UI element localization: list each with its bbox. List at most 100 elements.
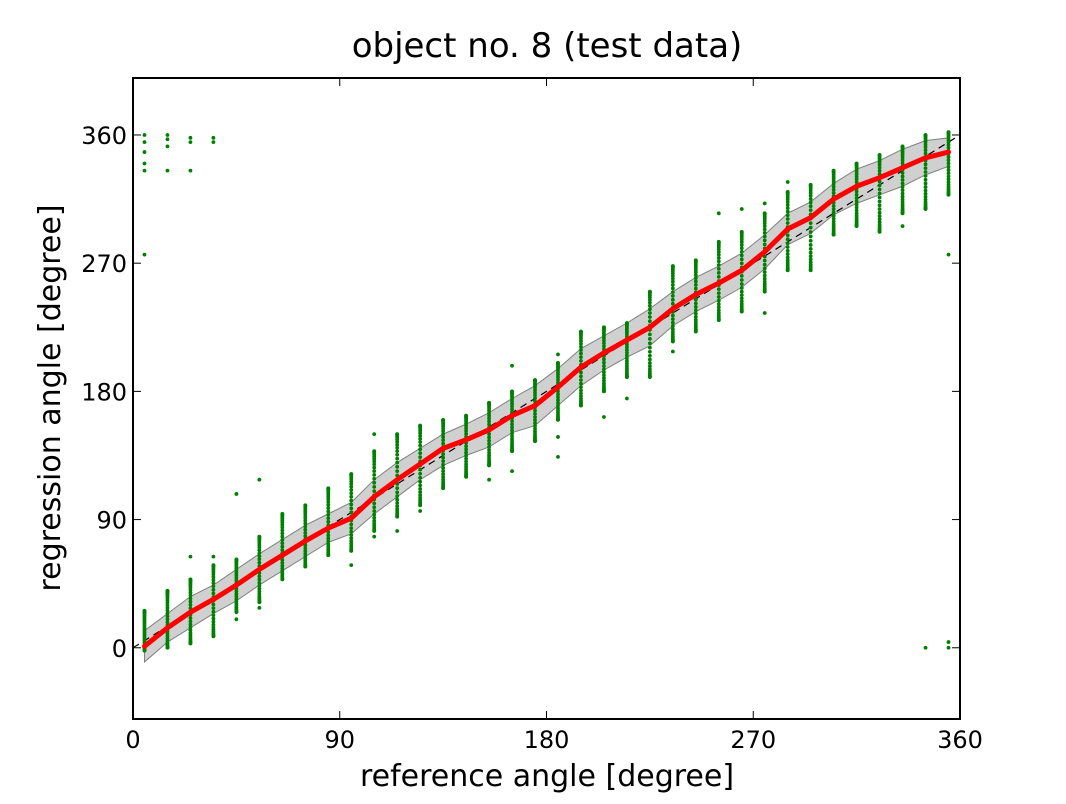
data-point bbox=[854, 196, 859, 200]
data-point bbox=[785, 206, 790, 211]
point-column bbox=[280, 511, 285, 582]
data-point bbox=[739, 229, 744, 234]
data-point bbox=[142, 133, 147, 137]
data-point bbox=[280, 558, 285, 562]
data-point bbox=[716, 305, 721, 310]
data-point bbox=[188, 622, 193, 627]
data-point bbox=[487, 438, 491, 443]
data-point bbox=[165, 605, 170, 610]
data-point bbox=[418, 493, 423, 497]
data-point bbox=[349, 502, 354, 507]
data-point bbox=[395, 494, 400, 498]
data-point bbox=[808, 230, 813, 234]
data-point bbox=[372, 485, 377, 489]
data-point bbox=[831, 187, 836, 192]
data-point bbox=[625, 396, 629, 401]
data-point bbox=[625, 356, 629, 361]
data-point bbox=[372, 501, 377, 506]
data-point bbox=[441, 455, 446, 460]
data-point bbox=[762, 270, 767, 274]
data-point bbox=[418, 486, 423, 491]
data-point bbox=[464, 431, 468, 436]
data-point bbox=[280, 561, 285, 565]
data-point bbox=[441, 417, 446, 422]
data-point bbox=[808, 182, 813, 187]
data-point bbox=[946, 168, 951, 172]
data-point bbox=[762, 279, 767, 284]
data-point bbox=[602, 373, 606, 378]
data-point bbox=[579, 358, 583, 363]
data-point bbox=[257, 548, 262, 553]
data-points-layer bbox=[142, 130, 951, 653]
data-point bbox=[831, 219, 836, 224]
data-point bbox=[188, 596, 193, 601]
data-point bbox=[877, 210, 882, 215]
data-point bbox=[349, 539, 354, 543]
data-point bbox=[946, 645, 951, 650]
point-column bbox=[602, 325, 606, 419]
data-point bbox=[647, 364, 652, 369]
data-point bbox=[625, 350, 629, 355]
data-point bbox=[464, 459, 468, 464]
data-point bbox=[762, 276, 767, 281]
data-point bbox=[349, 533, 354, 537]
data-point bbox=[395, 497, 400, 502]
data-point bbox=[647, 357, 652, 362]
data-point bbox=[418, 483, 423, 488]
x-tick-label: 180 bbox=[524, 726, 570, 754]
data-point bbox=[579, 378, 583, 382]
data-point bbox=[808, 208, 813, 213]
point-column bbox=[165, 133, 170, 650]
data-point bbox=[349, 563, 354, 568]
data-point bbox=[211, 140, 216, 145]
data-point bbox=[165, 133, 170, 137]
data-point bbox=[762, 273, 767, 278]
data-point bbox=[257, 605, 262, 610]
data-point bbox=[510, 404, 514, 409]
data-point bbox=[693, 297, 698, 302]
y-tick-label: 270 bbox=[81, 250, 127, 278]
data-point bbox=[487, 477, 491, 482]
data-point bbox=[372, 449, 377, 454]
data-point bbox=[142, 252, 147, 257]
data-point bbox=[716, 239, 721, 244]
data-point bbox=[464, 413, 468, 418]
data-point bbox=[625, 359, 629, 363]
data-point bbox=[303, 530, 308, 535]
data-point bbox=[395, 486, 400, 491]
data-point bbox=[441, 435, 446, 439]
data-point bbox=[762, 231, 767, 235]
data-point bbox=[533, 378, 537, 382]
data-point bbox=[533, 415, 537, 419]
data-point bbox=[647, 315, 652, 319]
data-point bbox=[165, 168, 170, 173]
data-point bbox=[946, 130, 951, 135]
data-point bbox=[647, 303, 652, 308]
data-point bbox=[900, 144, 905, 149]
data-point bbox=[441, 432, 446, 436]
data-point bbox=[349, 491, 354, 496]
data-point bbox=[418, 455, 423, 460]
data-point bbox=[670, 276, 675, 281]
data-point bbox=[877, 220, 882, 224]
data-point bbox=[923, 188, 928, 193]
data-point bbox=[441, 462, 446, 467]
data-point bbox=[716, 274, 721, 279]
data-point bbox=[326, 516, 331, 521]
data-point bbox=[946, 164, 951, 169]
data-point bbox=[349, 510, 354, 515]
data-point bbox=[785, 221, 790, 225]
data-point bbox=[716, 302, 721, 306]
data-point bbox=[716, 252, 721, 257]
data-point bbox=[257, 586, 262, 591]
data-point bbox=[142, 140, 147, 145]
data-point bbox=[877, 187, 882, 192]
data-point bbox=[785, 258, 790, 263]
data-point bbox=[441, 469, 446, 474]
data-point bbox=[418, 423, 423, 428]
data-point bbox=[693, 305, 698, 309]
data-point bbox=[211, 625, 216, 630]
data-point bbox=[923, 133, 928, 137]
data-point bbox=[280, 548, 285, 552]
data-point bbox=[762, 238, 767, 243]
